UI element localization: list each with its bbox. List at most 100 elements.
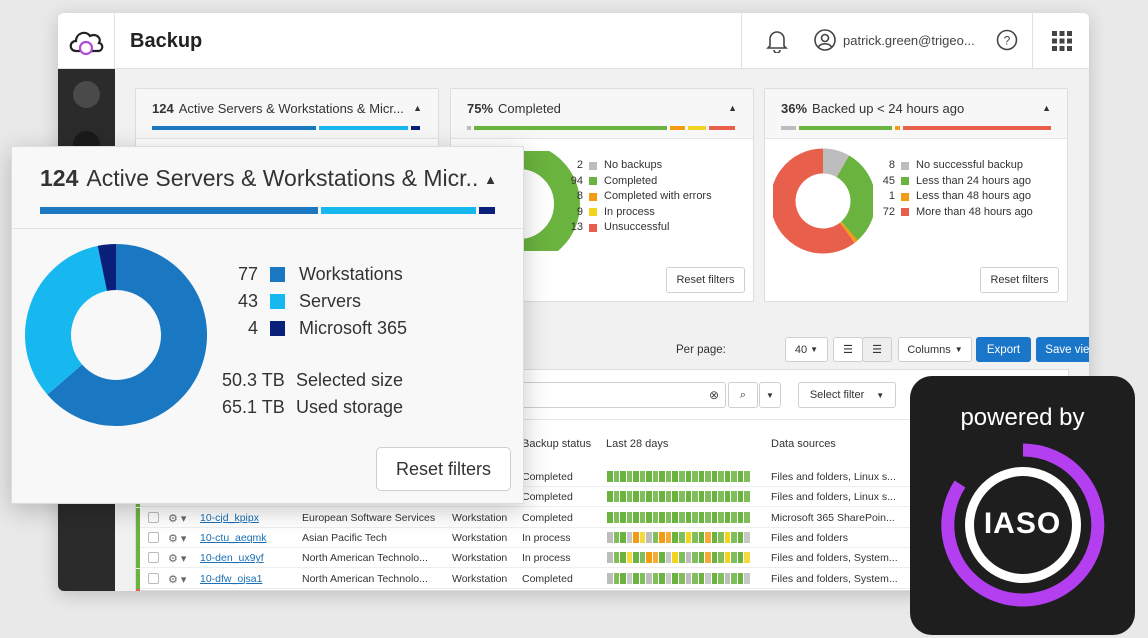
device-name-link[interactable]: 10-cjd_kpipx	[200, 511, 259, 524]
row-checkbox[interactable]	[148, 572, 159, 584]
gear-icon[interactable]: ⚙ ▾	[168, 553, 187, 566]
legend-row[interactable]: 72 More than 48 hours ago	[882, 205, 1033, 218]
last-28-days-bar[interactable]	[607, 552, 751, 564]
summary-card-backed-up: 36% Backed up < 24 hours ago ▲ 8 No succes…	[764, 88, 1068, 302]
device-type-cell: Workstation	[452, 531, 508, 544]
legend-row[interactable]: 77 Workstations	[237, 264, 403, 284]
row-checkbox[interactable]	[148, 552, 159, 564]
data-sources-cell: Microsoft 365 SharePoin...	[771, 511, 895, 524]
legend-row[interactable]: 8 Completed with errors	[576, 190, 712, 202]
table-row[interactable]: ⚙ ▾ 10-dfw_ojsa1 North American Technolo..…	[136, 568, 1068, 589]
list-view-button[interactable]: ☰	[833, 337, 863, 362]
columns-button[interactable]: Columns ▼	[898, 337, 972, 362]
iaso-brand-text: IASO	[983, 507, 1062, 540]
collapse-caret-icon[interactable]: ▲	[484, 172, 497, 187]
app-grid-icon[interactable]	[1052, 31, 1072, 56]
backed-up-donut-chart[interactable]	[773, 147, 873, 255]
reset-filters-button[interactable]: Reset filters	[980, 267, 1059, 293]
last-28-days-bar[interactable]	[607, 491, 751, 503]
per-page-label: Per page:	[676, 344, 726, 356]
export-button[interactable]: Export	[976, 337, 1031, 362]
status-stripe	[136, 548, 140, 569]
save-view-button[interactable]: Save view	[1036, 337, 1089, 362]
backup-status-cell: In process	[522, 531, 571, 544]
card-count: 36%	[781, 101, 808, 116]
compact-list-icon: ☰	[872, 344, 882, 356]
reset-filters-button[interactable]: Reset filters	[666, 267, 745, 293]
column-header-last-28-days[interactable]: Last 28 days	[606, 438, 669, 450]
bell-icon[interactable]	[766, 29, 788, 58]
last-28-days-bar[interactable]	[607, 511, 751, 523]
device-name-link[interactable]: 10-dfw_ojsa1	[200, 572, 263, 585]
chevron-down-icon: ▼	[810, 345, 819, 354]
last-28-days-bar[interactable]	[607, 572, 751, 584]
gear-icon[interactable]: ⚙ ▾	[168, 512, 187, 525]
gear-icon[interactable]: ⚙ ▾	[168, 532, 187, 545]
legend-row[interactable]: 45 Less than 24 hours ago	[882, 174, 1031, 187]
last-28-days-bar[interactable]	[607, 471, 751, 482]
collapse-caret-icon[interactable]: ▲	[1042, 103, 1051, 113]
search-dropdown-icon[interactable]: ▼	[759, 382, 781, 408]
selected-size-row: 50.3 TB Selected size	[222, 370, 404, 390]
card-title: Active Servers & Workstations & Micr...	[86, 165, 480, 191]
completed-donut-chart[interactable]	[479, 151, 619, 251]
caret-down-icon: ▼	[954, 345, 963, 354]
legend-row[interactable]: 94 Completed	[570, 174, 658, 187]
clear-icon[interactable]: ⊗	[708, 388, 719, 402]
table-row[interactable]: ⚙ ▾ 10-cjd_kpipx European Software Service…	[136, 507, 1068, 528]
reset-filters-button[interactable]: Reset filters	[376, 447, 511, 491]
legend-row[interactable]: 8 No successful backup	[888, 159, 1023, 171]
gear-icon[interactable]: ⚙ ▾	[168, 573, 187, 586]
row-checkbox[interactable]	[148, 531, 159, 543]
completed-legend: 2 No backups 94 Completed 8 Completed with …	[561, 158, 712, 236]
status-stripe	[136, 527, 140, 548]
card-header[interactable]: 75% Completed ▲	[451, 89, 753, 139]
powered-by-badge: powered by IASO	[910, 376, 1135, 635]
segment-bar	[467, 126, 737, 130]
data-sources-cell: Files and folders	[771, 531, 849, 544]
device-type-cell: Workstation	[452, 572, 508, 585]
compact-view-button[interactable]: ☰	[862, 337, 892, 362]
nav-item-icon[interactable]	[73, 81, 100, 108]
status-stripe	[136, 507, 140, 528]
legend-row[interactable]: 2 No backups	[576, 159, 663, 171]
device-type-cell: Workstation	[452, 511, 508, 524]
card-count: 124	[40, 165, 79, 191]
row-checkbox[interactable]	[148, 511, 159, 523]
powered-by-text: powered by	[960, 404, 1085, 431]
select-filter-dropdown[interactable]: Select filter ▼	[798, 382, 896, 408]
table-row[interactable]: ⚙ ▾10-hgh_vn7tiEuropean Software Service…	[136, 588, 1068, 591]
svg-text:?: ?	[1004, 34, 1011, 48]
last-28-days-bar[interactable]	[607, 531, 751, 543]
legend-row[interactable]: 9 In process	[576, 205, 655, 218]
legend-row[interactable]: 4 Microsoft 365	[247, 318, 408, 338]
active-devices-donut-chart[interactable]	[24, 243, 208, 427]
card-header[interactable]: 124 Active Servers & Workstations & Micr.…	[136, 89, 438, 139]
help-icon[interactable]: ?	[996, 29, 1018, 56]
per-page-select[interactable]: 40 ▼	[785, 337, 828, 362]
backup-status-cell: Completed	[522, 511, 573, 524]
customer-cell: Asian Pacific Tech	[302, 531, 388, 544]
column-header-backup-status[interactable]: Backup status	[522, 438, 592, 450]
user-email: patrick.green@trigeo...	[843, 32, 975, 48]
collapse-caret-icon[interactable]: ▲	[728, 103, 737, 113]
card-header[interactable]: 124 Active Servers & Workstations & Micr.…	[12, 147, 523, 229]
user-menu[interactable]: patrick.green@trigeo...	[814, 29, 975, 51]
column-header-data-sources[interactable]: Data sources	[771, 438, 836, 450]
used-storage-row: 65.1 TB Used storage	[222, 397, 404, 417]
search-icon[interactable]: ⌕	[728, 382, 758, 408]
divider	[1032, 13, 1033, 69]
device-name-link[interactable]: 10-den_ux9yf	[200, 552, 264, 565]
device-name-link[interactable]: 10-ctu_aeqmk	[200, 531, 267, 544]
legend-row[interactable]: 1 Less than 48 hours ago	[888, 190, 1031, 202]
legend-row[interactable]: 13 Unsuccessful	[570, 221, 670, 233]
card-header[interactable]: 36% Backed up < 24 hours ago ▲	[765, 89, 1067, 139]
legend-row[interactable]: 43 Servers	[237, 291, 362, 311]
app-title: Backup	[130, 30, 203, 52]
table-row[interactable]: ⚙ ▾ 10-den_ux9yf North American Technolo..…	[136, 548, 1068, 569]
collapse-caret-icon[interactable]: ▲	[413, 103, 422, 113]
table-row[interactable]: ⚙ ▾ 10-ctu_aeqmk Asian Pacific Tech Worksta…	[136, 527, 1068, 548]
storage-summary: 50.3 TB Selected size 65.1 TB Used storage	[222, 367, 403, 421]
cloud-logo-icon[interactable]	[58, 13, 115, 69]
